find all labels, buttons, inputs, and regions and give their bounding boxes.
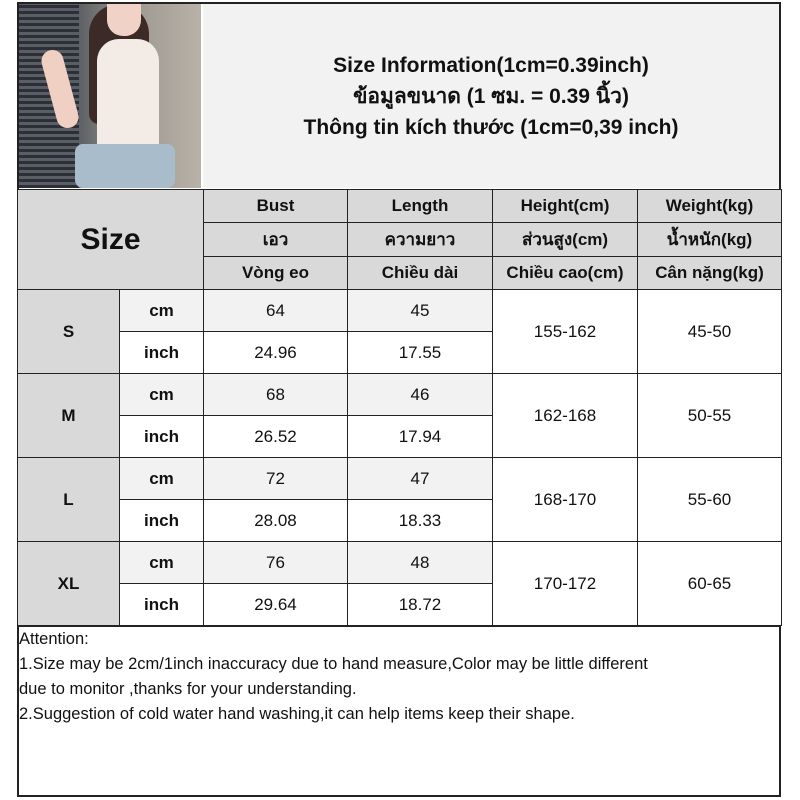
column-header-th: ความยาว bbox=[347, 222, 493, 257]
column-header-th: เอว bbox=[203, 222, 348, 257]
bust-inch-value: 29.64 bbox=[203, 583, 348, 626]
unit-cm-label: cm bbox=[119, 541, 204, 584]
bust-cm-value: 76 bbox=[203, 541, 348, 584]
height-range: 155-162 bbox=[492, 289, 638, 374]
column-header-en: Bust bbox=[203, 189, 348, 223]
weight-range: 55-60 bbox=[637, 457, 782, 542]
title-english: Size Information(1cm=0.39inch) bbox=[333, 53, 649, 77]
photo-jeans bbox=[75, 144, 175, 188]
bust-inch-value: 28.08 bbox=[203, 499, 348, 542]
divider bbox=[17, 625, 781, 627]
column-header-th: ส่วนสูง(cm) bbox=[492, 222, 638, 257]
size-label: XL bbox=[17, 541, 120, 626]
size-label: S bbox=[17, 289, 120, 374]
length-cm-value: 48 bbox=[347, 541, 493, 584]
weight-range: 50-55 bbox=[637, 373, 782, 458]
column-header-vi: Cân nặng(kg) bbox=[637, 256, 782, 290]
weight-range: 60-65 bbox=[637, 541, 782, 626]
title-thai: ข้อมูลขนาด (1 ซม. = 0.39 นิ้ว) bbox=[353, 84, 629, 108]
length-inch-value: 17.94 bbox=[347, 415, 493, 458]
bust-inch-value: 24.96 bbox=[203, 331, 348, 374]
length-inch-value: 18.33 bbox=[347, 499, 493, 542]
column-header-en: Height(cm) bbox=[492, 189, 638, 223]
attention-line-3: 2.Suggestion of cold water hand washing,… bbox=[19, 705, 575, 723]
unit-cm-label: cm bbox=[119, 289, 204, 332]
length-cm-value: 47 bbox=[347, 457, 493, 500]
column-header-th: น้ำหนัก(kg) bbox=[637, 222, 782, 257]
photo-model-face bbox=[107, 4, 141, 36]
size-header: Size bbox=[17, 189, 204, 290]
attention-heading: Attention: bbox=[19, 630, 89, 648]
title-block: Size Information(1cm=0.39inch) ข้อมูลขนา… bbox=[203, 4, 779, 188]
height-range: 170-172 bbox=[492, 541, 638, 626]
column-header-vi: Chiều cao(cm) bbox=[492, 256, 638, 290]
bust-cm-value: 64 bbox=[203, 289, 348, 332]
photo-tank-top bbox=[97, 39, 159, 157]
column-header-en: Weight(kg) bbox=[637, 189, 782, 223]
column-header-vi: Vòng eo bbox=[203, 256, 348, 290]
weight-range: 45-50 bbox=[637, 289, 782, 374]
unit-inch-label: inch bbox=[119, 583, 204, 626]
attention-notes: Attention: 1.Size may be 2cm/1inch inacc… bbox=[19, 627, 779, 795]
column-header-vi: Chiều dài bbox=[347, 256, 493, 290]
length-inch-value: 18.72 bbox=[347, 583, 493, 626]
unit-inch-label: inch bbox=[119, 415, 204, 458]
bust-inch-value: 26.52 bbox=[203, 415, 348, 458]
size-label: L bbox=[17, 457, 120, 542]
bust-cm-value: 72 bbox=[203, 457, 348, 500]
unit-cm-label: cm bbox=[119, 373, 204, 416]
length-cm-value: 45 bbox=[347, 289, 493, 332]
length-cm-value: 46 bbox=[347, 373, 493, 416]
attention-line-1: 1.Size may be 2cm/1inch inaccuracy due t… bbox=[19, 655, 648, 673]
height-range: 168-170 bbox=[492, 457, 638, 542]
length-inch-value: 17.55 bbox=[347, 331, 493, 374]
product-photo bbox=[19, 4, 201, 188]
unit-cm-label: cm bbox=[119, 457, 204, 500]
attention-line-2: due to monitor ,thanks for your understa… bbox=[19, 680, 357, 698]
unit-inch-label: inch bbox=[119, 499, 204, 542]
bust-cm-value: 68 bbox=[203, 373, 348, 416]
unit-inch-label: inch bbox=[119, 331, 204, 374]
column-header-en: Length bbox=[347, 189, 493, 223]
title-vietnamese: Thông tin kích thước (1cm=0,39 inch) bbox=[303, 115, 679, 139]
size-label: M bbox=[17, 373, 120, 458]
height-range: 162-168 bbox=[492, 373, 638, 458]
